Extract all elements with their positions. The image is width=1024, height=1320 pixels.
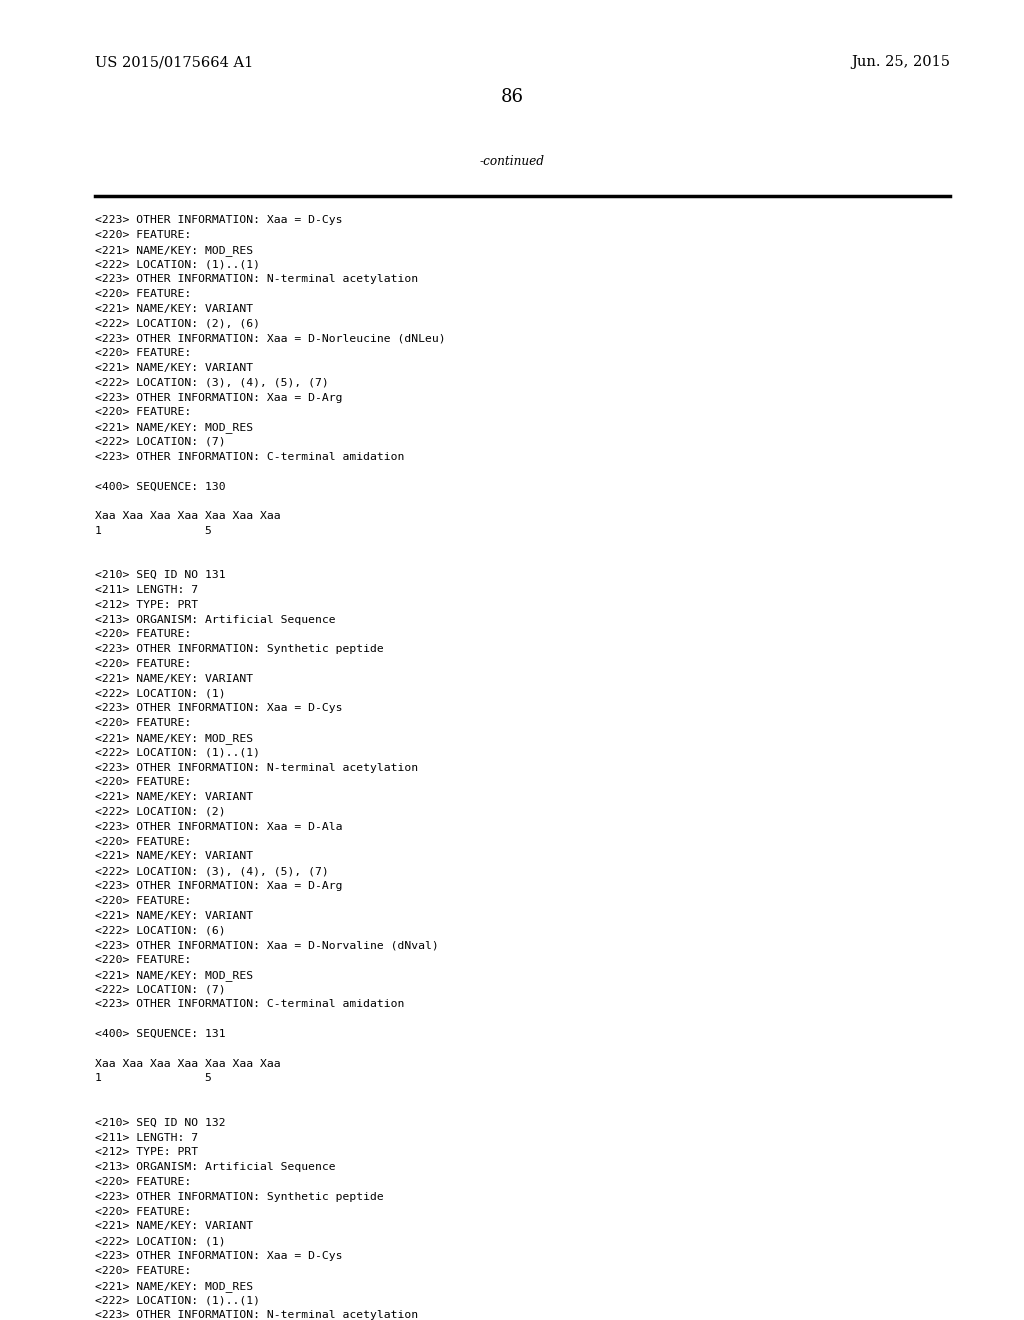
Text: <220> FEATURE:: <220> FEATURE:	[95, 659, 191, 669]
Text: Jun. 25, 2015: Jun. 25, 2015	[851, 55, 950, 69]
Text: -continued: -continued	[479, 154, 545, 168]
Text: <223> OTHER INFORMATION: Xaa = D-Ala: <223> OTHER INFORMATION: Xaa = D-Ala	[95, 822, 342, 832]
Text: <223> OTHER INFORMATION: Xaa = D-Arg: <223> OTHER INFORMATION: Xaa = D-Arg	[95, 880, 342, 891]
Text: <220> FEATURE:: <220> FEATURE:	[95, 837, 191, 846]
Text: <222> LOCATION: (1)..(1): <222> LOCATION: (1)..(1)	[95, 260, 260, 269]
Text: <221> NAME/KEY: VARIANT: <221> NAME/KEY: VARIANT	[95, 911, 253, 920]
Text: 1               5: 1 5	[95, 1073, 212, 1084]
Text: <213> ORGANISM: Artificial Sequence: <213> ORGANISM: Artificial Sequence	[95, 1162, 336, 1172]
Text: <223> OTHER INFORMATION: Xaa = D-Arg: <223> OTHER INFORMATION: Xaa = D-Arg	[95, 392, 342, 403]
Text: <222> LOCATION: (1)..(1): <222> LOCATION: (1)..(1)	[95, 1295, 260, 1305]
Text: <223> OTHER INFORMATION: Xaa = D-Cys: <223> OTHER INFORMATION: Xaa = D-Cys	[95, 215, 342, 224]
Text: <221> NAME/KEY: VARIANT: <221> NAME/KEY: VARIANT	[95, 792, 253, 803]
Text: <221> NAME/KEY: MOD_RES: <221> NAME/KEY: MOD_RES	[95, 733, 253, 744]
Text: <213> ORGANISM: Artificial Sequence: <213> ORGANISM: Artificial Sequence	[95, 615, 336, 624]
Text: 86: 86	[501, 88, 523, 106]
Text: <221> NAME/KEY: MOD_RES: <221> NAME/KEY: MOD_RES	[95, 422, 253, 433]
Text: <223> OTHER INFORMATION: C-terminal amidation: <223> OTHER INFORMATION: C-terminal amid…	[95, 451, 404, 462]
Text: US 2015/0175664 A1: US 2015/0175664 A1	[95, 55, 253, 69]
Text: <223> OTHER INFORMATION: Xaa = D-Norleucine (dNLeu): <223> OTHER INFORMATION: Xaa = D-Norleuc…	[95, 334, 445, 343]
Text: <223> OTHER INFORMATION: Synthetic peptide: <223> OTHER INFORMATION: Synthetic pepti…	[95, 1192, 384, 1201]
Text: <220> FEATURE:: <220> FEATURE:	[95, 1206, 191, 1217]
Text: <223> OTHER INFORMATION: Xaa = D-Norvaline (dNval): <223> OTHER INFORMATION: Xaa = D-Norvali…	[95, 940, 438, 950]
Text: <220> FEATURE:: <220> FEATURE:	[95, 718, 191, 729]
Text: <220> FEATURE:: <220> FEATURE:	[95, 348, 191, 358]
Text: <220> FEATURE:: <220> FEATURE:	[95, 954, 191, 965]
Text: 1               5: 1 5	[95, 525, 212, 536]
Text: <222> LOCATION: (1): <222> LOCATION: (1)	[95, 1237, 225, 1246]
Text: <222> LOCATION: (7): <222> LOCATION: (7)	[95, 985, 225, 994]
Text: <221> NAME/KEY: VARIANT: <221> NAME/KEY: VARIANT	[95, 673, 253, 684]
Text: <222> LOCATION: (1): <222> LOCATION: (1)	[95, 689, 225, 698]
Text: <221> NAME/KEY: VARIANT: <221> NAME/KEY: VARIANT	[95, 363, 253, 374]
Text: <222> LOCATION: (2): <222> LOCATION: (2)	[95, 807, 225, 817]
Text: <222> LOCATION: (2), (6): <222> LOCATION: (2), (6)	[95, 318, 260, 329]
Text: <220> FEATURE:: <220> FEATURE:	[95, 1266, 191, 1276]
Text: <212> TYPE: PRT: <212> TYPE: PRT	[95, 1147, 198, 1158]
Text: <210> SEQ ID NO 131: <210> SEQ ID NO 131	[95, 570, 225, 581]
Text: <222> LOCATION: (7): <222> LOCATION: (7)	[95, 437, 225, 447]
Text: <221> NAME/KEY: MOD_RES: <221> NAME/KEY: MOD_RES	[95, 1280, 253, 1291]
Text: <223> OTHER INFORMATION: C-terminal amidation: <223> OTHER INFORMATION: C-terminal amid…	[95, 999, 404, 1010]
Text: Xaa Xaa Xaa Xaa Xaa Xaa Xaa: Xaa Xaa Xaa Xaa Xaa Xaa Xaa	[95, 511, 281, 521]
Text: <220> FEATURE:: <220> FEATURE:	[95, 896, 191, 906]
Text: <220> FEATURE:: <220> FEATURE:	[95, 289, 191, 300]
Text: <220> FEATURE:: <220> FEATURE:	[95, 777, 191, 788]
Text: <223> OTHER INFORMATION: Xaa = D-Cys: <223> OTHER INFORMATION: Xaa = D-Cys	[95, 1251, 342, 1261]
Text: <211> LENGTH: 7: <211> LENGTH: 7	[95, 1133, 198, 1143]
Text: <222> LOCATION: (3), (4), (5), (7): <222> LOCATION: (3), (4), (5), (7)	[95, 866, 329, 876]
Text: <221> NAME/KEY: MOD_RES: <221> NAME/KEY: MOD_RES	[95, 244, 253, 256]
Text: <211> LENGTH: 7: <211> LENGTH: 7	[95, 585, 198, 595]
Text: <400> SEQUENCE: 130: <400> SEQUENCE: 130	[95, 482, 225, 491]
Text: <221> NAME/KEY: VARIANT: <221> NAME/KEY: VARIANT	[95, 304, 253, 314]
Text: <220> FEATURE:: <220> FEATURE:	[95, 408, 191, 417]
Text: <221> NAME/KEY: VARIANT: <221> NAME/KEY: VARIANT	[95, 1221, 253, 1232]
Text: Xaa Xaa Xaa Xaa Xaa Xaa Xaa: Xaa Xaa Xaa Xaa Xaa Xaa Xaa	[95, 1059, 281, 1069]
Text: <223> OTHER INFORMATION: Xaa = D-Cys: <223> OTHER INFORMATION: Xaa = D-Cys	[95, 704, 342, 713]
Text: <221> NAME/KEY: VARIANT: <221> NAME/KEY: VARIANT	[95, 851, 253, 862]
Text: <212> TYPE: PRT: <212> TYPE: PRT	[95, 599, 198, 610]
Text: <220> FEATURE:: <220> FEATURE:	[95, 230, 191, 240]
Text: <210> SEQ ID NO 132: <210> SEQ ID NO 132	[95, 1118, 225, 1127]
Text: <220> FEATURE:: <220> FEATURE:	[95, 1177, 191, 1187]
Text: <220> FEATURE:: <220> FEATURE:	[95, 630, 191, 639]
Text: <222> LOCATION: (3), (4), (5), (7): <222> LOCATION: (3), (4), (5), (7)	[95, 378, 329, 388]
Text: <222> LOCATION: (6): <222> LOCATION: (6)	[95, 925, 225, 936]
Text: <400> SEQUENCE: 131: <400> SEQUENCE: 131	[95, 1030, 225, 1039]
Text: <221> NAME/KEY: MOD_RES: <221> NAME/KEY: MOD_RES	[95, 970, 253, 981]
Text: <222> LOCATION: (1)..(1): <222> LOCATION: (1)..(1)	[95, 748, 260, 758]
Text: <223> OTHER INFORMATION: N-terminal acetylation: <223> OTHER INFORMATION: N-terminal acet…	[95, 275, 418, 284]
Text: <223> OTHER INFORMATION: Synthetic peptide: <223> OTHER INFORMATION: Synthetic pepti…	[95, 644, 384, 655]
Text: <223> OTHER INFORMATION: N-terminal acetylation: <223> OTHER INFORMATION: N-terminal acet…	[95, 763, 418, 772]
Text: <223> OTHER INFORMATION: N-terminal acetylation: <223> OTHER INFORMATION: N-terminal acet…	[95, 1311, 418, 1320]
